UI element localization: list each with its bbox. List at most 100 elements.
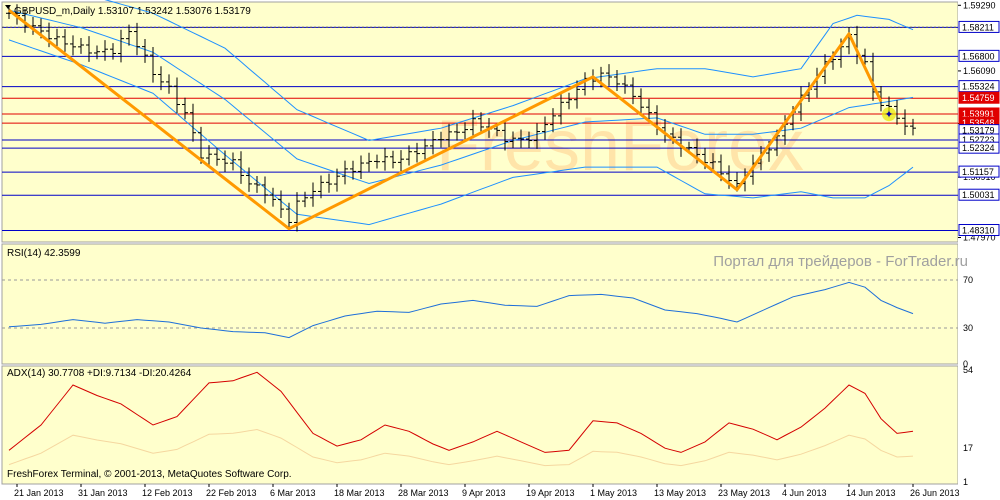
date-tick-label: 21 Jan 2013 <box>14 488 64 498</box>
adx-tick-label: 17 <box>963 443 973 453</box>
level-label-text: 1.50031 <box>962 190 995 200</box>
level-label-box <box>958 141 1000 154</box>
ohlc-bar <box>630 77 636 105</box>
panel-titles: GBPUSD_m,Daily 1.53107 1.53242 1.53076 1… <box>5 5 968 480</box>
ohlc-bar <box>614 69 620 91</box>
ohlc-bar <box>262 176 268 204</box>
date-tick-label: 19 Apr 2013 <box>526 488 575 498</box>
bollinger-mid <box>8 9 914 185</box>
ohlc-bar <box>902 109 908 135</box>
level-lines <box>2 26 958 329</box>
bollinger-bands <box>8 0 914 226</box>
level-label-text: 1.51157 <box>962 167 994 177</box>
ohlc-bar <box>502 121 508 151</box>
ohlc-bar <box>622 75 628 94</box>
ohlc-bar <box>894 100 900 125</box>
ohlc-bar <box>478 112 484 134</box>
ohlc-bar <box>414 142 420 163</box>
ohlc-bar <box>214 147 220 166</box>
ohlc-bar <box>70 35 76 56</box>
ohlc-bar <box>470 109 476 139</box>
adx-tick-label: 54 <box>963 365 973 375</box>
ohlc-bar <box>54 28 60 47</box>
ohlc-bar <box>366 152 372 172</box>
ohlc-bar <box>110 43 116 60</box>
level-label-1.55324: 1.55324 <box>958 80 1000 93</box>
ohlc-bar <box>638 88 644 116</box>
ohlc-bar <box>542 116 548 140</box>
signal-arrow-icon: ✦ <box>884 109 893 121</box>
signal-marker <box>882 107 896 122</box>
indicator-lines <box>8 281 914 467</box>
level-label-text: 1.53548 <box>962 118 995 128</box>
portal-watermark: Портал для трейдеров - ForTrader.ru <box>713 253 968 270</box>
ohlc-bar <box>526 131 532 148</box>
ohlc-bar <box>278 190 284 218</box>
ohlc-bar <box>230 152 236 171</box>
level-label-box <box>958 165 1000 178</box>
ohlc-bar <box>910 118 916 136</box>
ohlc-bar <box>606 64 612 86</box>
ohlc-bar <box>190 103 196 142</box>
ohlc-bar <box>646 98 652 121</box>
ohlc-bar <box>246 167 252 192</box>
ohlc-bar <box>558 93 564 125</box>
level-label-text: 1.53179 <box>962 126 995 136</box>
adx-title: ADX(14) 30.7708 +DI:9.7134 -DI:20.4264 <box>7 368 192 379</box>
date-tick-label: 12 Feb 2013 <box>142 488 193 498</box>
level-label-box <box>958 80 1000 93</box>
bollinger-upper <box>104 0 914 142</box>
level-label-text: 1.52324 <box>962 143 995 153</box>
di-line <box>8 428 914 467</box>
rsi-panel-background <box>1 243 959 365</box>
ohlc-bar <box>566 92 572 110</box>
level-label-1.48310: 1.48310 <box>958 224 1000 237</box>
price-tick-label: 1.59290 <box>963 0 996 10</box>
level-label-text: 1.55324 <box>962 82 995 92</box>
date-tick-label: 4 Jun 2013 <box>782 488 827 498</box>
ohlc-bar <box>510 131 516 149</box>
ohlc-bar <box>238 151 244 184</box>
ohlc-bar <box>350 160 356 180</box>
zigzag-lines: ✦ <box>8 9 896 231</box>
level-label-text: 1.54759 <box>962 93 995 103</box>
level-label-1.51157: 1.51157 <box>958 165 1000 178</box>
level-label-box <box>958 49 1000 62</box>
ohlc-bar <box>102 40 108 61</box>
price-tick-label: 1.56090 <box>963 66 996 76</box>
level-label-text: 1.48310 <box>962 226 995 236</box>
ohlc-bar <box>422 138 428 161</box>
ohlc-bar <box>382 147 388 171</box>
date-tick-label: 31 Jan 2013 <box>78 488 128 498</box>
ohlc-bar <box>534 123 540 149</box>
rsi-title: RSI(14) 42.3599 <box>7 248 81 259</box>
date-tick-label: 9 Apr 2013 <box>462 488 506 498</box>
level-label-1.58211: 1.58211 <box>958 20 1000 33</box>
level-label-box <box>958 20 1000 33</box>
ohlc-bar <box>374 154 380 169</box>
date-tick-label: 22 Feb 2013 <box>206 488 257 498</box>
level-label-box <box>958 91 1000 104</box>
ohlc-bar <box>206 145 212 168</box>
ohlc-bar <box>286 202 292 229</box>
chart-menu-icon[interactable] <box>5 5 11 9</box>
ohlc-bar <box>174 77 180 114</box>
price-tick-label: 1.47970 <box>963 232 996 242</box>
copyright-text: FreshForex Terminal, © 2001-2013, MetaQu… <box>7 469 292 480</box>
ohlc-bar <box>78 37 84 54</box>
ohlc-bar <box>118 29 124 63</box>
ohlc-bar <box>358 155 364 180</box>
level-label-box <box>958 188 1000 201</box>
ohlc-bar <box>310 182 316 207</box>
date-tick-label: 28 Mar 2013 <box>398 488 449 498</box>
ohlc-bar <box>430 131 436 155</box>
level-label-text: 1.56800 <box>962 51 995 61</box>
date-tick-label: 23 May 2013 <box>718 488 770 498</box>
ohlc-bar <box>550 108 556 133</box>
ohlc-bar <box>454 123 460 141</box>
ohlc-bar <box>406 145 412 166</box>
zigzag-line <box>8 9 883 231</box>
ohlc-bar <box>518 129 524 148</box>
